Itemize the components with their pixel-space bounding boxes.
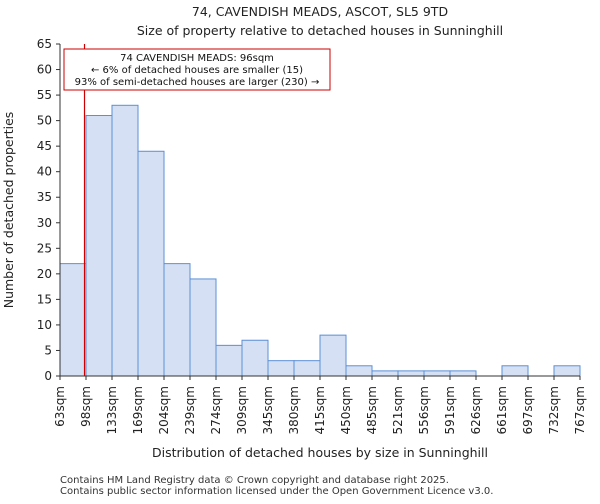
y-tick-label: 25 — [37, 241, 52, 255]
y-tick-label: 60 — [37, 63, 52, 77]
footer-line-1: Contains HM Land Registry data © Crown c… — [60, 475, 449, 486]
bar-345sqm — [267, 360, 295, 377]
x-tick-label: 626sqm — [469, 386, 483, 434]
y-tick-label: 15 — [37, 292, 52, 306]
x-tick-label: 169sqm — [131, 386, 145, 434]
annotation-rect — [63, 48, 331, 91]
x-tick-label: 415sqm — [313, 386, 327, 434]
x-tick-label: 274sqm — [209, 386, 223, 434]
x-tick-label: 521sqm — [391, 386, 405, 434]
x-tick-label: 591sqm — [443, 386, 457, 434]
chart-subtitle: Size of property relative to detached ho… — [137, 23, 503, 38]
bars-group — [59, 104, 581, 377]
y-tick-label: 40 — [37, 165, 52, 179]
x-tick-label: 556sqm — [417, 386, 431, 434]
bar-661sqm — [501, 365, 529, 377]
annotation-line-3: 93% of semi-detached houses are larger (… — [75, 77, 320, 88]
x-tick-label: 239sqm — [183, 386, 197, 434]
x-ticks: 63sqm 98sqm 133sqm 169sqm 204sqm 239sqm 274sqm… — [53, 376, 587, 434]
bar-556sqm — [423, 370, 451, 377]
annotation-line-2: ← 6% of detached houses are smaller (15) — [91, 65, 303, 76]
y-tick-label: 5 — [44, 343, 52, 357]
x-tick-label: 63sqm — [53, 386, 67, 427]
x-tick-label: 309sqm — [235, 386, 249, 434]
y-tick-label: 0 — [44, 369, 52, 383]
bar-133sqm — [111, 104, 139, 377]
x-tick-label: 98sqm — [79, 386, 93, 427]
annotation-box: 74 CAVENDISH MEADS: 96sqm ← 6% of detach… — [63, 48, 331, 91]
bar-485sqm — [371, 370, 399, 377]
bar-204sqm — [163, 263, 191, 377]
bar-450sqm — [345, 365, 373, 377]
x-tick-label: 380sqm — [287, 386, 301, 434]
x-tick-label: 697sqm — [521, 386, 535, 434]
y-tick-label: 20 — [37, 267, 52, 281]
bar-415sqm — [319, 334, 347, 377]
y-tick-label: 50 — [37, 114, 52, 128]
bar-63sqm — [59, 263, 87, 377]
bar-380sqm — [293, 360, 321, 377]
y-tick-label: 45 — [37, 139, 52, 153]
x-tick-label: 345sqm — [261, 386, 275, 434]
bar-309sqm — [241, 339, 269, 377]
x-tick-label: 133sqm — [105, 386, 119, 434]
bar-274sqm — [215, 344, 243, 377]
bar-239sqm — [189, 278, 217, 377]
y-tick-label: 35 — [37, 190, 52, 204]
y-tick-label: 30 — [37, 216, 52, 230]
bar-732sqm — [553, 365, 581, 377]
bar-521sqm — [397, 370, 425, 377]
footer-line-2: Contains public sector information licen… — [60, 486, 493, 497]
chart-title: 74, CAVENDISH MEADS, ASCOT, SL5 9TD — [192, 4, 448, 19]
y-tick-label: 65 — [37, 37, 52, 51]
y-ticks: 0 5 10 15 20 25 30 35 40 45 50 55 60 65 — [37, 37, 60, 383]
bar-169sqm — [137, 150, 165, 377]
x-axis-label: Distribution of detached houses by size … — [152, 445, 488, 460]
x-tick-label: 204sqm — [157, 386, 171, 434]
x-tick-label: 732sqm — [547, 386, 561, 434]
x-tick-label: 661sqm — [495, 386, 509, 434]
x-tick-label: 450sqm — [339, 386, 353, 434]
x-tick-label: 485sqm — [365, 386, 379, 434]
bar-98sqm — [85, 115, 113, 377]
y-tick-label: 10 — [37, 318, 52, 332]
y-tick-label: 55 — [37, 88, 52, 102]
y-axis-label: Number of detached properties — [1, 112, 16, 309]
x-tick-label: 767sqm — [573, 386, 587, 434]
annotation-line-1: 74 CAVENDISH MEADS: 96sqm — [120, 53, 274, 64]
bar-591sqm — [449, 370, 477, 377]
